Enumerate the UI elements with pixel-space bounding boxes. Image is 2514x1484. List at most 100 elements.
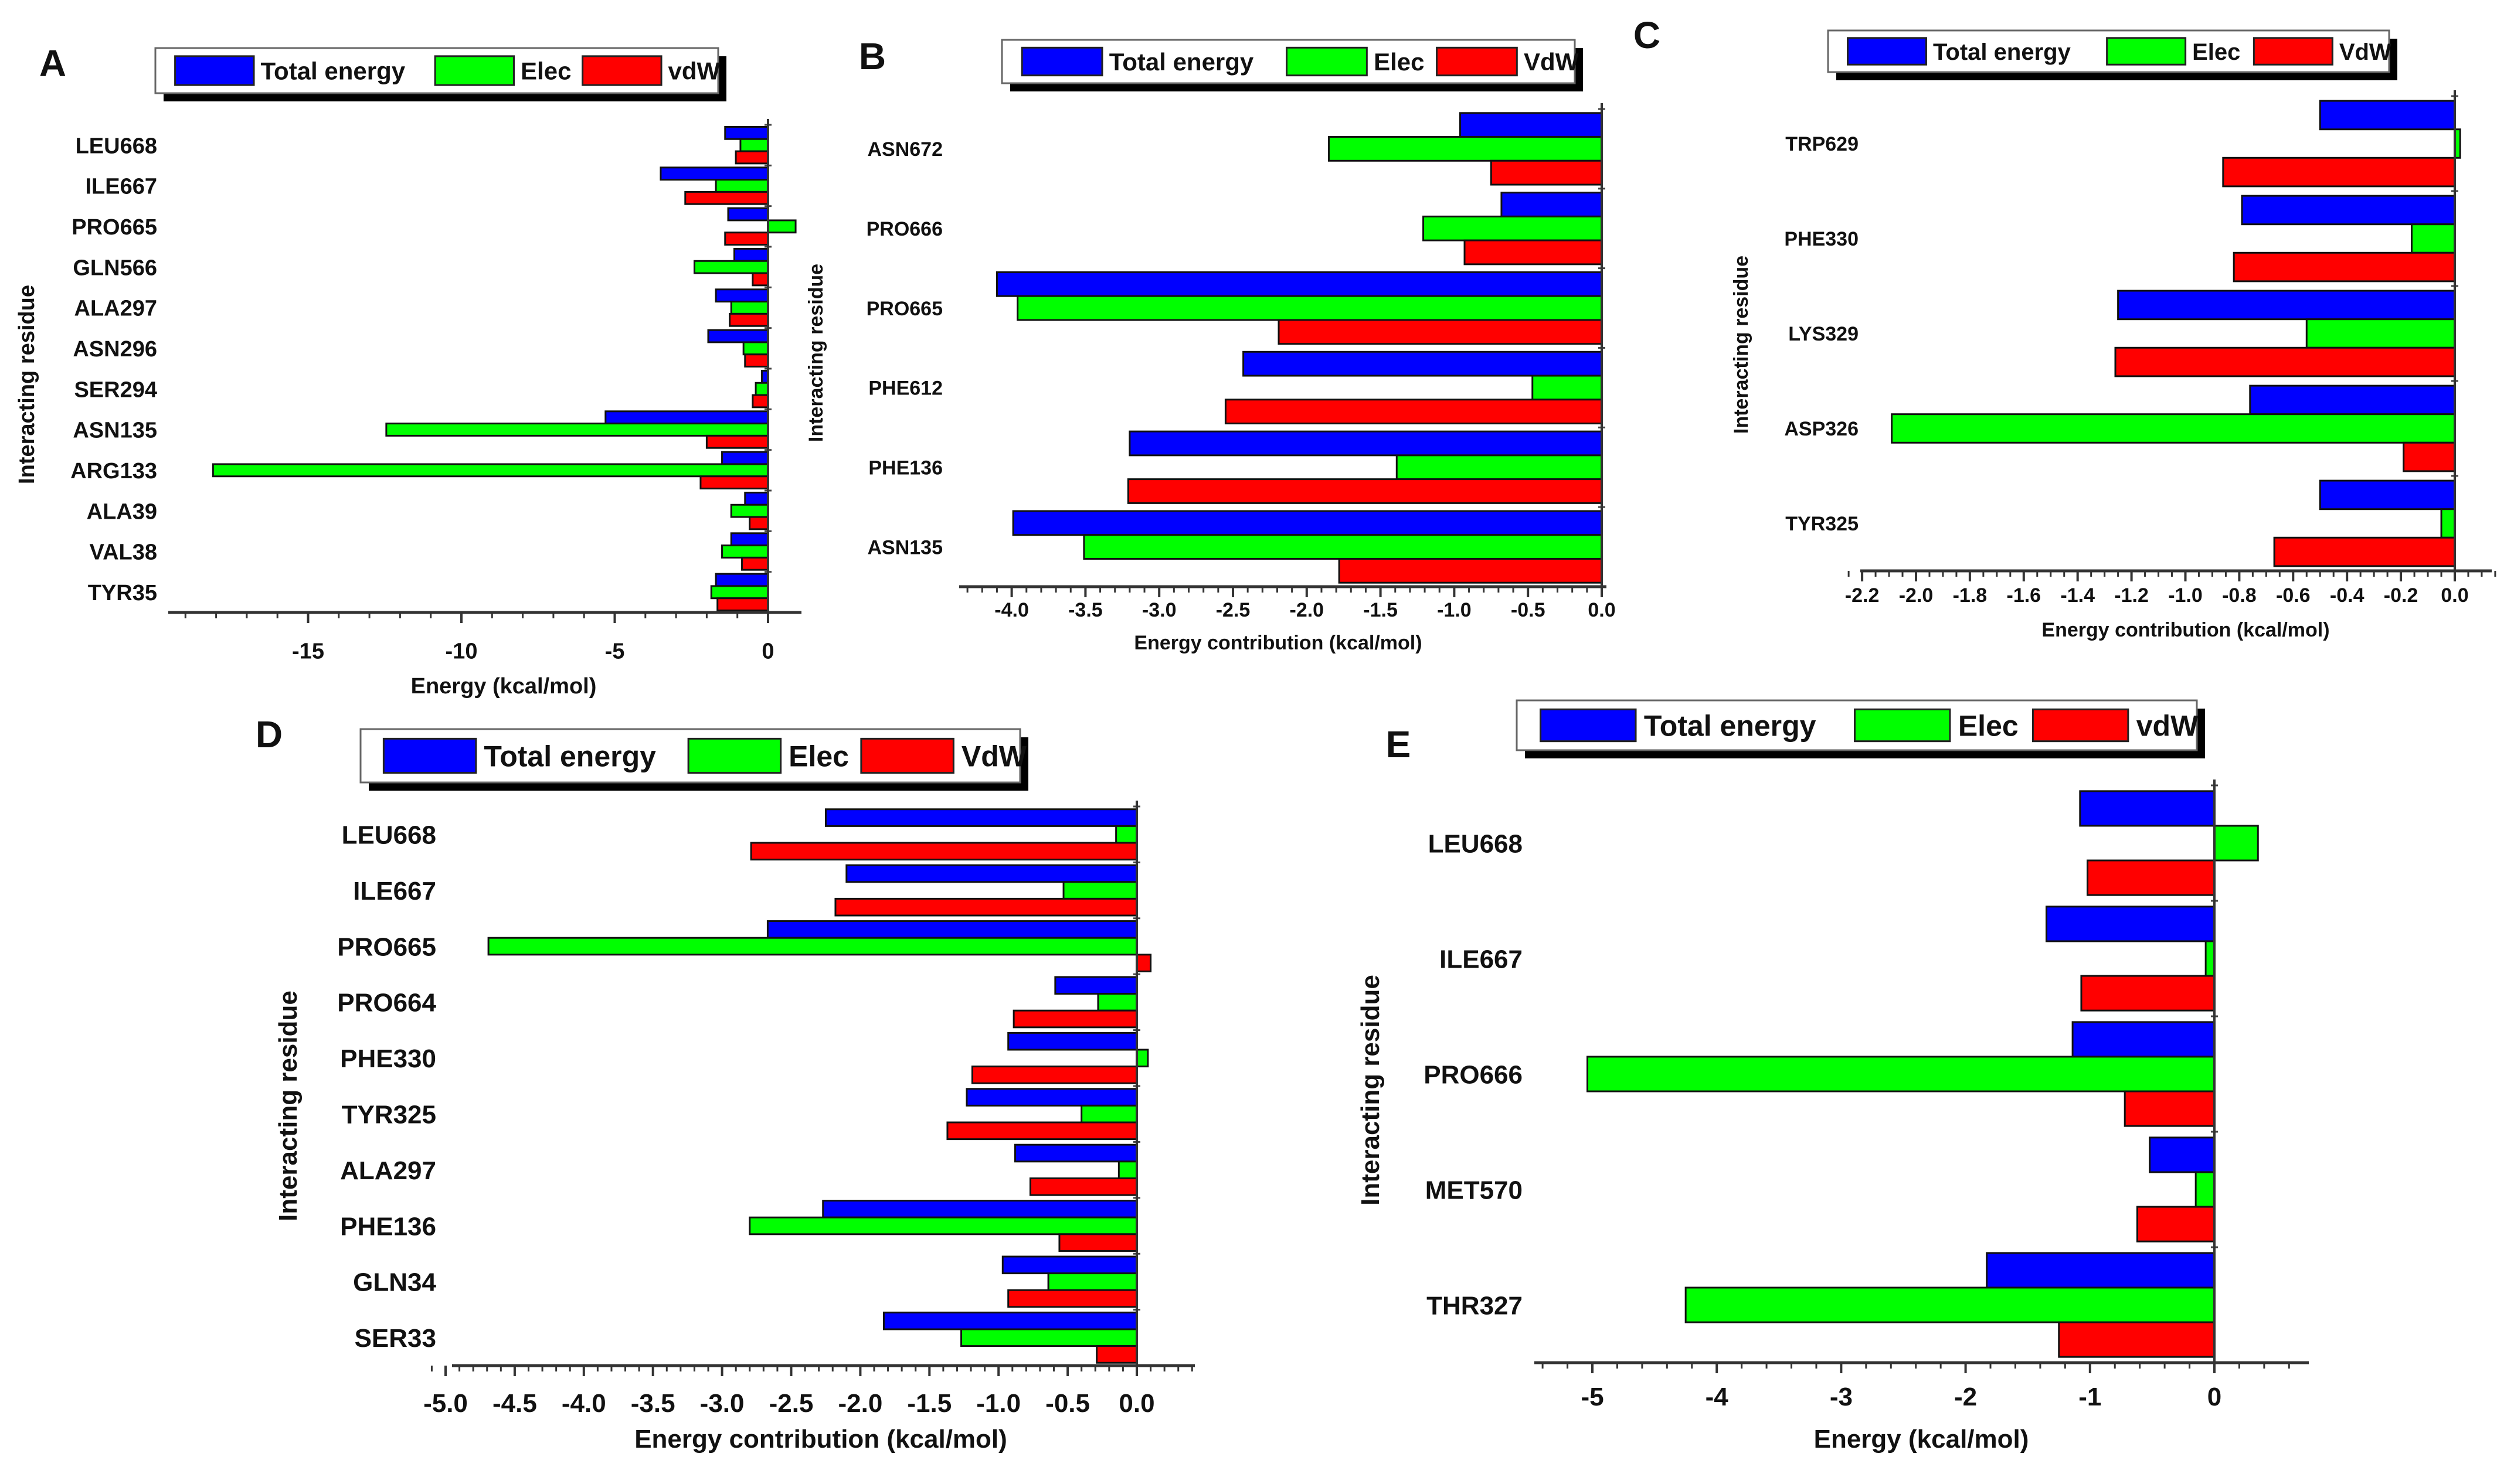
bar-total-tyr325 (2319, 479, 2456, 510)
x-tick-label: -3.0 (700, 1389, 745, 1418)
bar-vdw-ser33 (1096, 1345, 1138, 1364)
legend-label-vdw: vdW (2136, 710, 2199, 743)
bar-vdw-phe612 (1224, 399, 1603, 425)
category-label: ASN135 (73, 418, 157, 443)
bar-total-phe330 (1007, 1032, 1138, 1051)
bar-elec-ile667 (1062, 881, 1138, 900)
bar-total-lys329 (2117, 290, 2456, 321)
y-axis-title: Interacting residue (805, 264, 827, 442)
category-label: TRP629 (1785, 133, 1859, 155)
bar-elec-asn135 (385, 423, 769, 437)
bar-total-ser33 (882, 1311, 1138, 1330)
legend-swatch-elec (434, 55, 515, 86)
x-tick-label: -2.0 (1899, 584, 1934, 607)
category-label: PHE330 (340, 1044, 436, 1073)
panel-d: D Total energy Elec VdW LEU668 ILE667 PRO665 PR… (256, 713, 1195, 1454)
x-axis-title: Energy (kcal/mol) (411, 674, 597, 699)
bar-total-pro666 (2071, 1021, 2216, 1058)
bar-elec-asn296 (742, 341, 769, 356)
category-label: ILE667 (353, 877, 436, 906)
x-tick-label: 0.0 (1119, 1389, 1154, 1418)
category-label: PRO665 (72, 215, 157, 240)
category-label: TYR325 (1785, 513, 1859, 535)
x-tick-label: -1.4 (2060, 584, 2095, 607)
category-label: PHE612 (868, 377, 943, 400)
bar-vdw-ala297 (729, 312, 769, 327)
legend-label-elec: Elec (2192, 39, 2240, 65)
legend-label-elec: Elec (521, 57, 571, 85)
bar-elec-asn672 (1328, 136, 1603, 162)
category-label: ALA297 (74, 297, 158, 321)
bar-elec-asn135 (1083, 534, 1603, 560)
legend-label-total: Total energy (484, 740, 656, 773)
bar-vdw-tyr35 (716, 597, 769, 612)
category-label: PHE136 (868, 457, 943, 479)
bar-total-gln566 (733, 247, 769, 262)
bar-vdw-ser294 (752, 394, 769, 409)
x-tick-label: 0 (762, 639, 774, 664)
bar-total-ile667 (660, 166, 769, 181)
category-label: VAL38 (90, 540, 157, 565)
legend-label-vdw: vdW (668, 57, 721, 85)
x-tick-label: 0.0 (2441, 584, 2468, 607)
bar-total-leu668 (724, 125, 769, 140)
category-label: PRO665 (867, 298, 943, 320)
category-label: PHE136 (340, 1212, 436, 1241)
x-tick-label: -1.6 (2007, 584, 2041, 607)
legend-label-elec: Elec (789, 740, 849, 773)
bar-elec-leu668 (739, 138, 769, 152)
bar-elec-ile667 (2204, 940, 2216, 977)
x-tick-label: -3.0 (1142, 599, 1177, 621)
legend-label-vdw: VdW (2339, 39, 2391, 65)
bar-total-phe330 (2241, 195, 2456, 226)
bar-total-pro665 (996, 271, 1603, 297)
category-label: PRO666 (867, 218, 943, 240)
bar-elec-arg133 (212, 463, 769, 478)
bar-total-arg133 (721, 451, 769, 465)
bar-vdw-asn672 (1490, 159, 1603, 186)
category-label: PRO665 (337, 932, 436, 961)
bar-elec-leu668 (2213, 825, 2259, 862)
bar-elec-pro665 (767, 219, 797, 234)
bar-elec-gln566 (693, 260, 769, 274)
category-label: ASN672 (867, 138, 943, 161)
x-tick-label: -2 (1954, 1383, 1977, 1411)
bar-vdw-phe330 (2233, 251, 2456, 282)
bar-elec-ser294 (755, 382, 769, 396)
x-tick-label: -4.0 (562, 1389, 606, 1418)
x-tick-label: -15 (292, 639, 324, 664)
panel-letter: D (256, 713, 283, 755)
legend-swatch-vdw (582, 55, 663, 86)
bar-elec-phe136 (749, 1216, 1138, 1235)
bar-total-phe136 (1129, 430, 1603, 457)
bar-vdw-pro666 (1463, 239, 1603, 266)
category-label: ILE667 (85, 175, 157, 199)
bar-total-ile667 (2046, 906, 2216, 942)
legend-swatch-total (174, 55, 255, 86)
legend-swatch-vdw (860, 737, 954, 774)
category-label: THR327 (1426, 1291, 1523, 1320)
legend-swatch-elec (2106, 37, 2187, 66)
bar-total-phe136 (822, 1200, 1138, 1218)
panel-letter: A (39, 42, 66, 84)
x-tick-label: -0.5 (1511, 599, 1545, 621)
bar-total-tyr35 (715, 573, 769, 587)
legend-swatch-vdw (2031, 708, 2129, 743)
x-tick-label: 0 (2207, 1383, 2221, 1411)
bar-vdw-val38 (741, 556, 769, 571)
bar-vdw-met570 (2136, 1206, 2216, 1243)
category-label: GLN566 (73, 256, 157, 280)
bar-total-asn672 (1459, 112, 1603, 138)
bar-elec-ile667 (715, 179, 769, 193)
category-label: TYR35 (88, 581, 157, 605)
bar-vdw-pro666 (2124, 1090, 2216, 1127)
bar-total-asn296 (707, 329, 769, 343)
panel-letter: B (859, 35, 886, 77)
legend-label-total: Total energy (261, 57, 406, 85)
panel-b: B Total energy Elec VdW ASN672 PRO666 PRO665 PH… (805, 35, 1616, 654)
bar-elec-phe330 (1136, 1049, 1149, 1068)
bar-vdw-pro665 (1136, 954, 1152, 972)
legend-label-total: Total energy (1644, 710, 1816, 743)
bar-total-pro666 (1500, 192, 1603, 217)
